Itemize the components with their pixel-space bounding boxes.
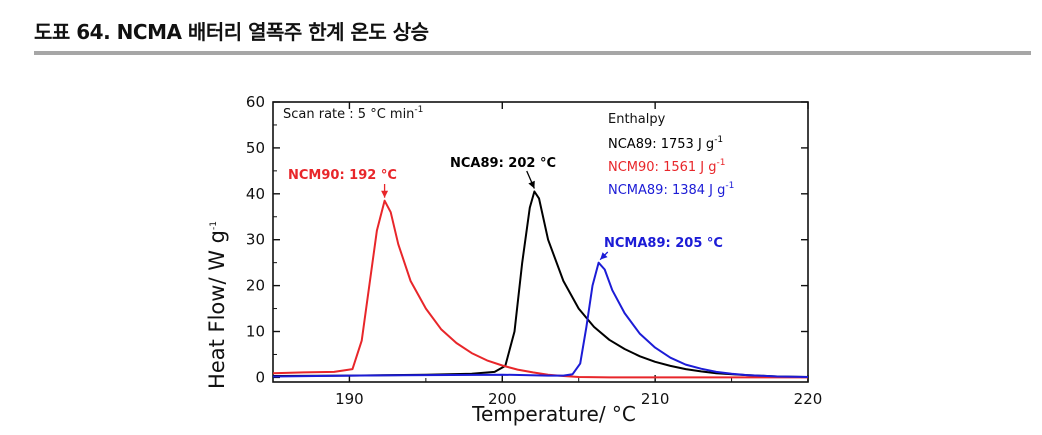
- y-tick-label: 0: [255, 368, 265, 386]
- plot-frame: [272, 101, 809, 383]
- y-tick-label: 20: [246, 277, 265, 295]
- figure-title: 도표 64. NCMA 배터리 열폭주 한계 온도 상승: [34, 20, 429, 44]
- peak-arrowhead-nca89: [528, 180, 535, 189]
- enthalpy-ncma89: NCMA89: 1384 J g-1: [608, 181, 734, 198]
- y-tick-label: 10: [246, 323, 265, 341]
- peak-arrowhead-ncma89: [600, 252, 608, 260]
- peak-label-nca89: NCA89: 202 °C: [450, 156, 556, 171]
- dsc-chart: 0 10 20 30 40 50 60 190 200 210 220 Heat Flow/ W g…: [205, 93, 822, 426]
- plot-area: 0 10 20 30 40 50 60 190 200 210 220: [246, 93, 822, 408]
- x-tick-label: 200: [488, 390, 517, 408]
- y-tick-label: 40: [246, 185, 265, 203]
- series-line-nca89: [272, 190, 809, 378]
- figure-header: 도표 64. NCMA 배터리 열폭주 한계 온도 상승: [0, 0, 1031, 56]
- peak-label-ncm90: NCM90: 192 °C: [288, 168, 397, 183]
- x-tick-label: 210: [641, 390, 670, 408]
- chart-container: 0 10 20 30 40 50 60 190 200 210 220 Heat Flow/ W g…: [180, 80, 830, 430]
- header-divider: [34, 51, 1031, 55]
- series-line-ncm90: [272, 199, 808, 379]
- scan-rate-label: Scan rate : 5 °C min-1: [283, 105, 423, 122]
- peak-label-ncma89: NCMA89: 205 °C: [604, 236, 723, 251]
- peak-arrowhead-ncm90: [381, 190, 389, 198]
- x-tick-label: 220: [794, 390, 823, 408]
- x-tick-label: 190: [335, 390, 364, 408]
- y-axis-label: Heat Flow/ W g-1: [205, 221, 229, 389]
- enthalpy-ncm90: NCM90: 1561 J g-1: [608, 158, 726, 175]
- enthalpy-nca89: NCA89: 1753 J g-1: [608, 135, 723, 152]
- x-axis-label: Temperature/ °C: [471, 402, 636, 426]
- y-tick-label: 60: [246, 93, 265, 111]
- series-line-ncma89: [272, 261, 809, 378]
- y-tick-label: 50: [246, 139, 265, 157]
- y-tick-label: 30: [246, 231, 265, 249]
- enthalpy-title: Enthalpy: [608, 112, 666, 127]
